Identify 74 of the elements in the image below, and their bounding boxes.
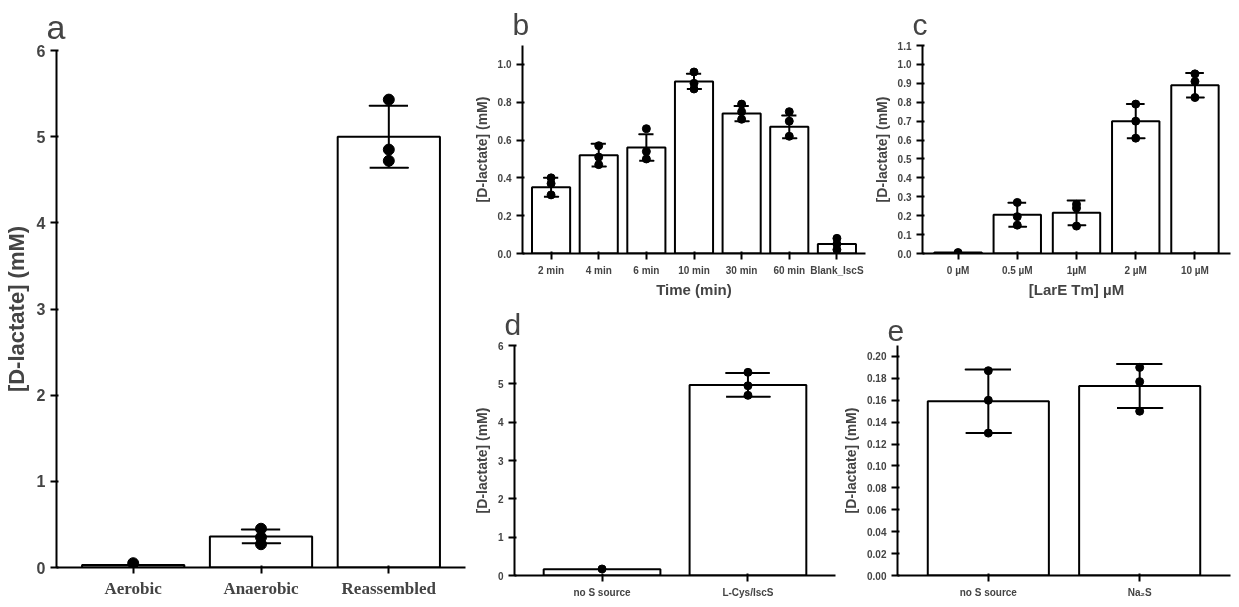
y-tick-label: 0.08 — [867, 482, 887, 494]
chart-title: a — [46, 7, 66, 46]
y-axis-title: [D-lactate] (mM) — [873, 96, 890, 203]
chart-title: e — [887, 313, 905, 347]
y-tick-label: 0.4 — [497, 172, 512, 184]
y-tick-label: 1 — [36, 473, 46, 491]
chart-title: c — [912, 7, 928, 41]
y-tick-label: 4 — [497, 417, 504, 429]
y-tick-label: 3 — [36, 301, 46, 318]
y-tick-label: 6 — [36, 42, 46, 60]
y-tick-label: 2 — [497, 493, 504, 505]
x-tick-label: 2 µM — [1124, 264, 1147, 276]
y-axis-title: [D-lactate] (mM) — [473, 96, 490, 203]
y-tick-label: 1.1 — [897, 40, 912, 52]
y-tick-label: 5 — [497, 378, 504, 390]
x-axis-title: [LarE Tm] µM — [1028, 280, 1125, 298]
y-tick-label: 2 — [36, 387, 46, 405]
y-tick-label: 0.02 — [867, 548, 887, 560]
x-tick-label: Na₂S — [1127, 586, 1152, 598]
y-tick-label: 0.6 — [497, 135, 512, 147]
x-tick-label: 0 µM — [946, 264, 970, 276]
y-tick-label: 0.18 — [867, 373, 887, 385]
y-axis-title: [D-lactate] (mM) — [473, 407, 490, 514]
x-tick-label: 4 min — [585, 264, 612, 276]
x-tick-label: Reassembled — [341, 578, 437, 598]
y-tick-label: 0.2 — [497, 210, 512, 222]
y-tick-label: 0.1 — [897, 229, 912, 241]
y-tick-label: 0.3 — [897, 191, 912, 203]
x-tick-label: 60 min — [773, 264, 806, 276]
y-tick-label: 0.10 — [867, 460, 887, 472]
y-tick-label: 0.2 — [897, 210, 912, 222]
y-tick-label: 3 — [497, 455, 504, 467]
y-tick-label: 0.04 — [867, 526, 887, 538]
y-axis-title: [D-lactate] (mM) — [843, 407, 860, 514]
y-tick-label: 0.06 — [867, 504, 887, 516]
x-axis-title: Time (min) — [656, 280, 732, 298]
x-tick-label: 1µM — [1066, 264, 1087, 276]
x-tick-label: 6 min — [633, 264, 660, 276]
y-tick-label: 0 — [36, 559, 46, 577]
y-tick-label: 0.20 — [867, 351, 887, 363]
y-tick-label: 0.00 — [867, 570, 887, 582]
y-tick-label: 0.6 — [897, 135, 912, 147]
chart-title: d — [504, 307, 522, 341]
y-tick-label: 4 — [36, 214, 46, 232]
y-tick-label: 6 — [497, 340, 504, 352]
x-tick-label: L-Cys/IscS — [722, 586, 774, 598]
y-tick-label: 0.0 — [897, 248, 912, 260]
y-tick-label: 0.4 — [897, 172, 912, 184]
x-tick-label: Aerobic — [104, 578, 163, 598]
x-tick-label: 0.5 µM — [1001, 264, 1033, 276]
x-tick-label: 2 min — [538, 264, 565, 276]
y-tick-label: 5 — [36, 128, 46, 146]
x-tick-label: no S source — [573, 586, 632, 598]
y-tick-label: 1.0 — [497, 59, 512, 71]
x-tick-label: Blank_IscS — [810, 264, 864, 276]
y-tick-label: 0.9 — [897, 78, 912, 90]
y-tick-label: 1.0 — [897, 59, 912, 71]
x-tick-label: 10 min — [678, 264, 710, 276]
x-tick-label: 10 µM — [1180, 264, 1209, 276]
x-tick-label: no S source — [959, 586, 1018, 598]
y-tick-label: 0.8 — [897, 97, 912, 109]
y-tick-label: 0.7 — [897, 116, 912, 128]
x-tick-label: 30 min — [725, 264, 758, 276]
chart-title: b — [512, 7, 530, 41]
y-tick-label: 0.16 — [867, 395, 887, 407]
y-tick-label: 0.8 — [497, 97, 512, 109]
y-tick-label: 1 — [497, 532, 504, 544]
y-tick-label: 0.14 — [867, 417, 887, 429]
y-tick-label: 0.12 — [867, 439, 887, 451]
y-axis-title: [D-lactate] (mM) — [3, 225, 29, 393]
y-tick-label: 0.0 — [497, 248, 512, 260]
y-tick-label: 0 — [497, 570, 504, 582]
x-tick-label: Anaerobic — [223, 578, 300, 598]
y-tick-label: 0.5 — [897, 153, 912, 165]
